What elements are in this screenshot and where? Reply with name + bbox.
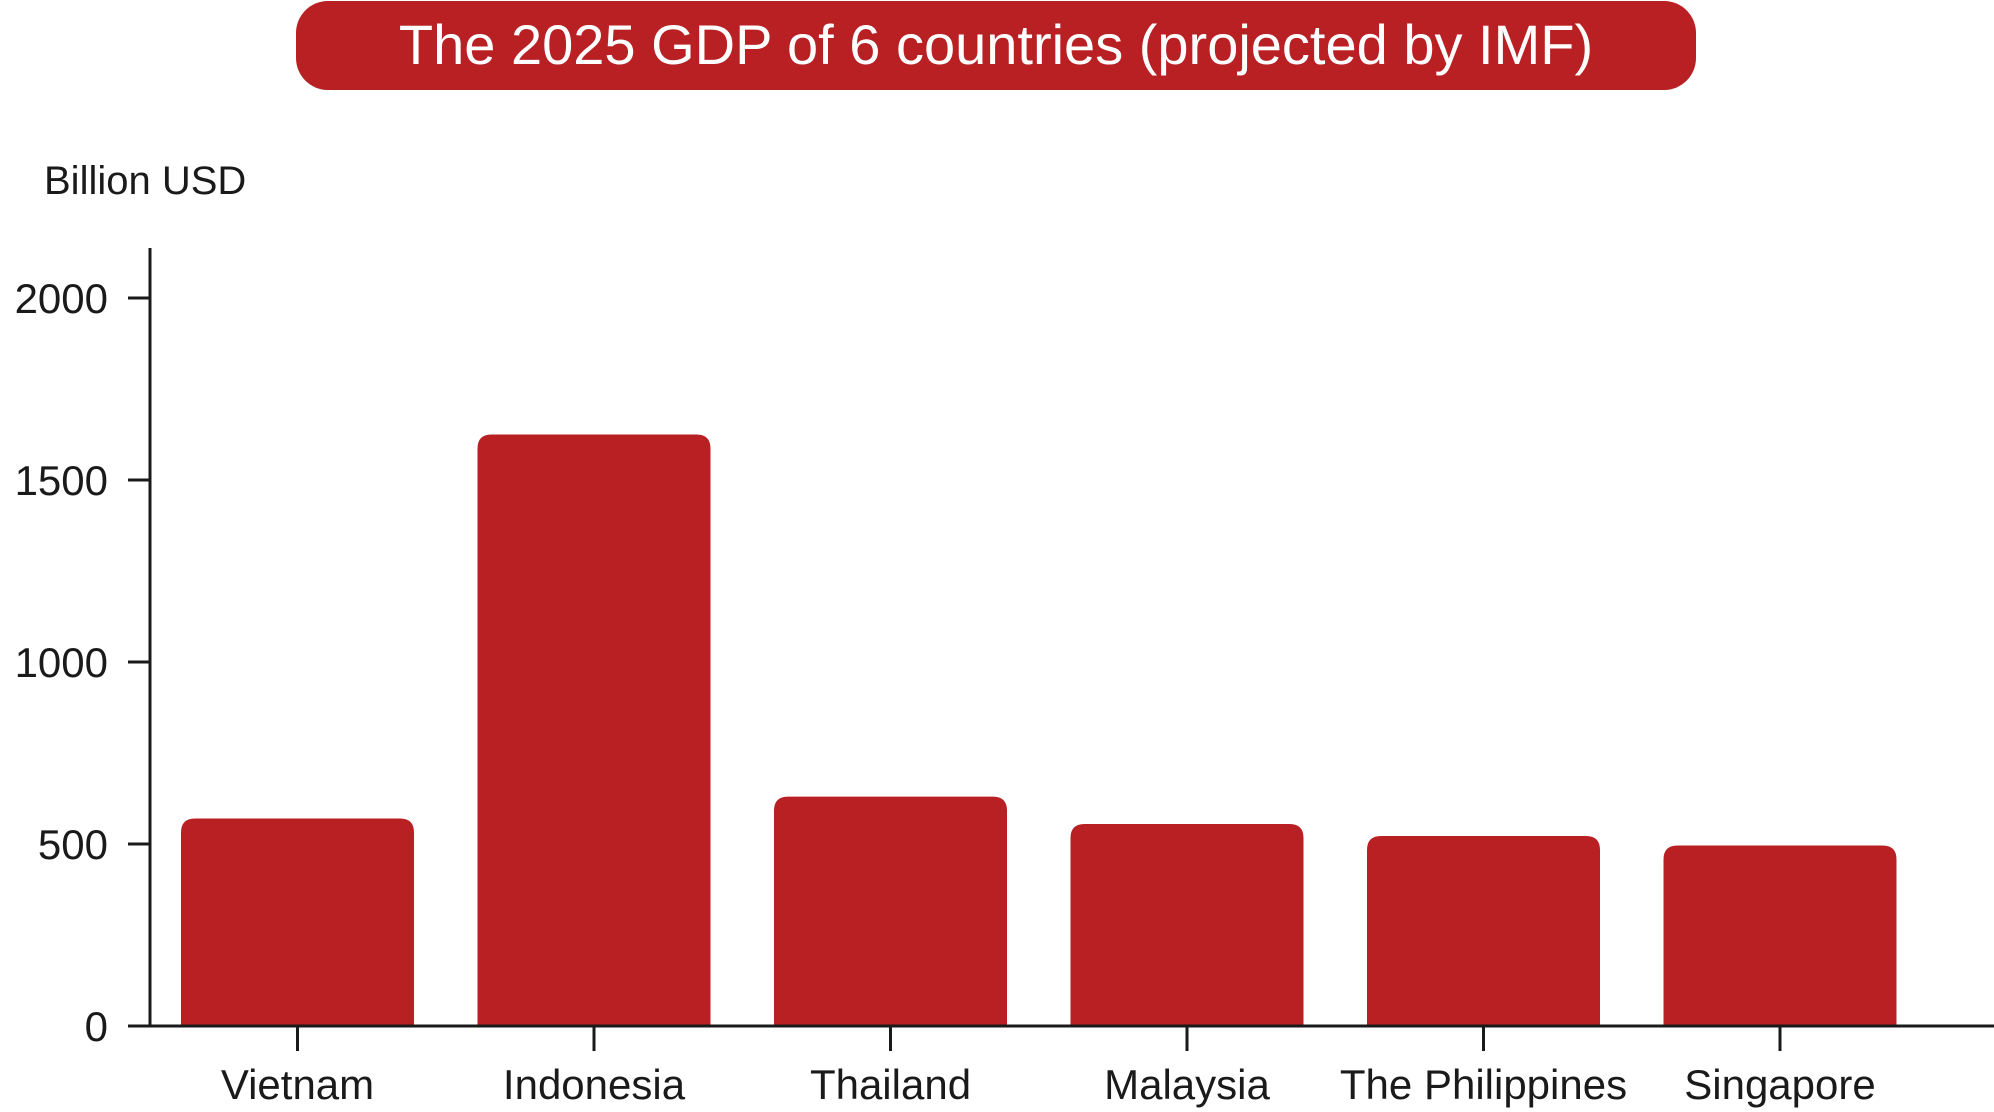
bar-indonesia: [477, 434, 711, 1026]
x-category-label: Thailand: [810, 1061, 971, 1108]
chart-title-group: The 2025 GDP of 6 countries (projected b…: [296, 1, 1696, 90]
x-category-label: The Philippines: [1340, 1061, 1627, 1108]
y-axis-unit-label: Billion USD: [44, 159, 246, 203]
y-tick-label: 1500: [15, 457, 108, 504]
y-tick-label: 500: [38, 821, 108, 868]
bar-malaysia: [1070, 823, 1304, 1026]
bar-the-philippines: [1367, 835, 1600, 1026]
y-axis: 0 500 1000 1500 2000: [15, 248, 152, 1050]
x-category-label: Indonesia: [503, 1061, 686, 1108]
x-axis: Vietnam Indonesia Thailand Malaysia The Phil…: [128, 1024, 1994, 1108]
bar-thailand: [774, 796, 1007, 1026]
x-category-label: Malaysia: [1104, 1061, 1270, 1108]
y-tick-label: 1000: [15, 639, 108, 686]
bar-singapore: [1663, 845, 1897, 1026]
y-tick-label: 2000: [15, 275, 108, 322]
chart-title-background: [296, 1, 1696, 90]
bar-vietnam: [181, 818, 414, 1026]
y-tick-label: 0: [85, 1003, 108, 1050]
x-category-label: Vietnam: [221, 1061, 374, 1108]
x-category-label: Singapore: [1684, 1061, 1875, 1108]
bar-series: [181, 434, 1897, 1026]
chart-title: The 2025 GDP of 6 countries (projected b…: [399, 13, 1593, 76]
